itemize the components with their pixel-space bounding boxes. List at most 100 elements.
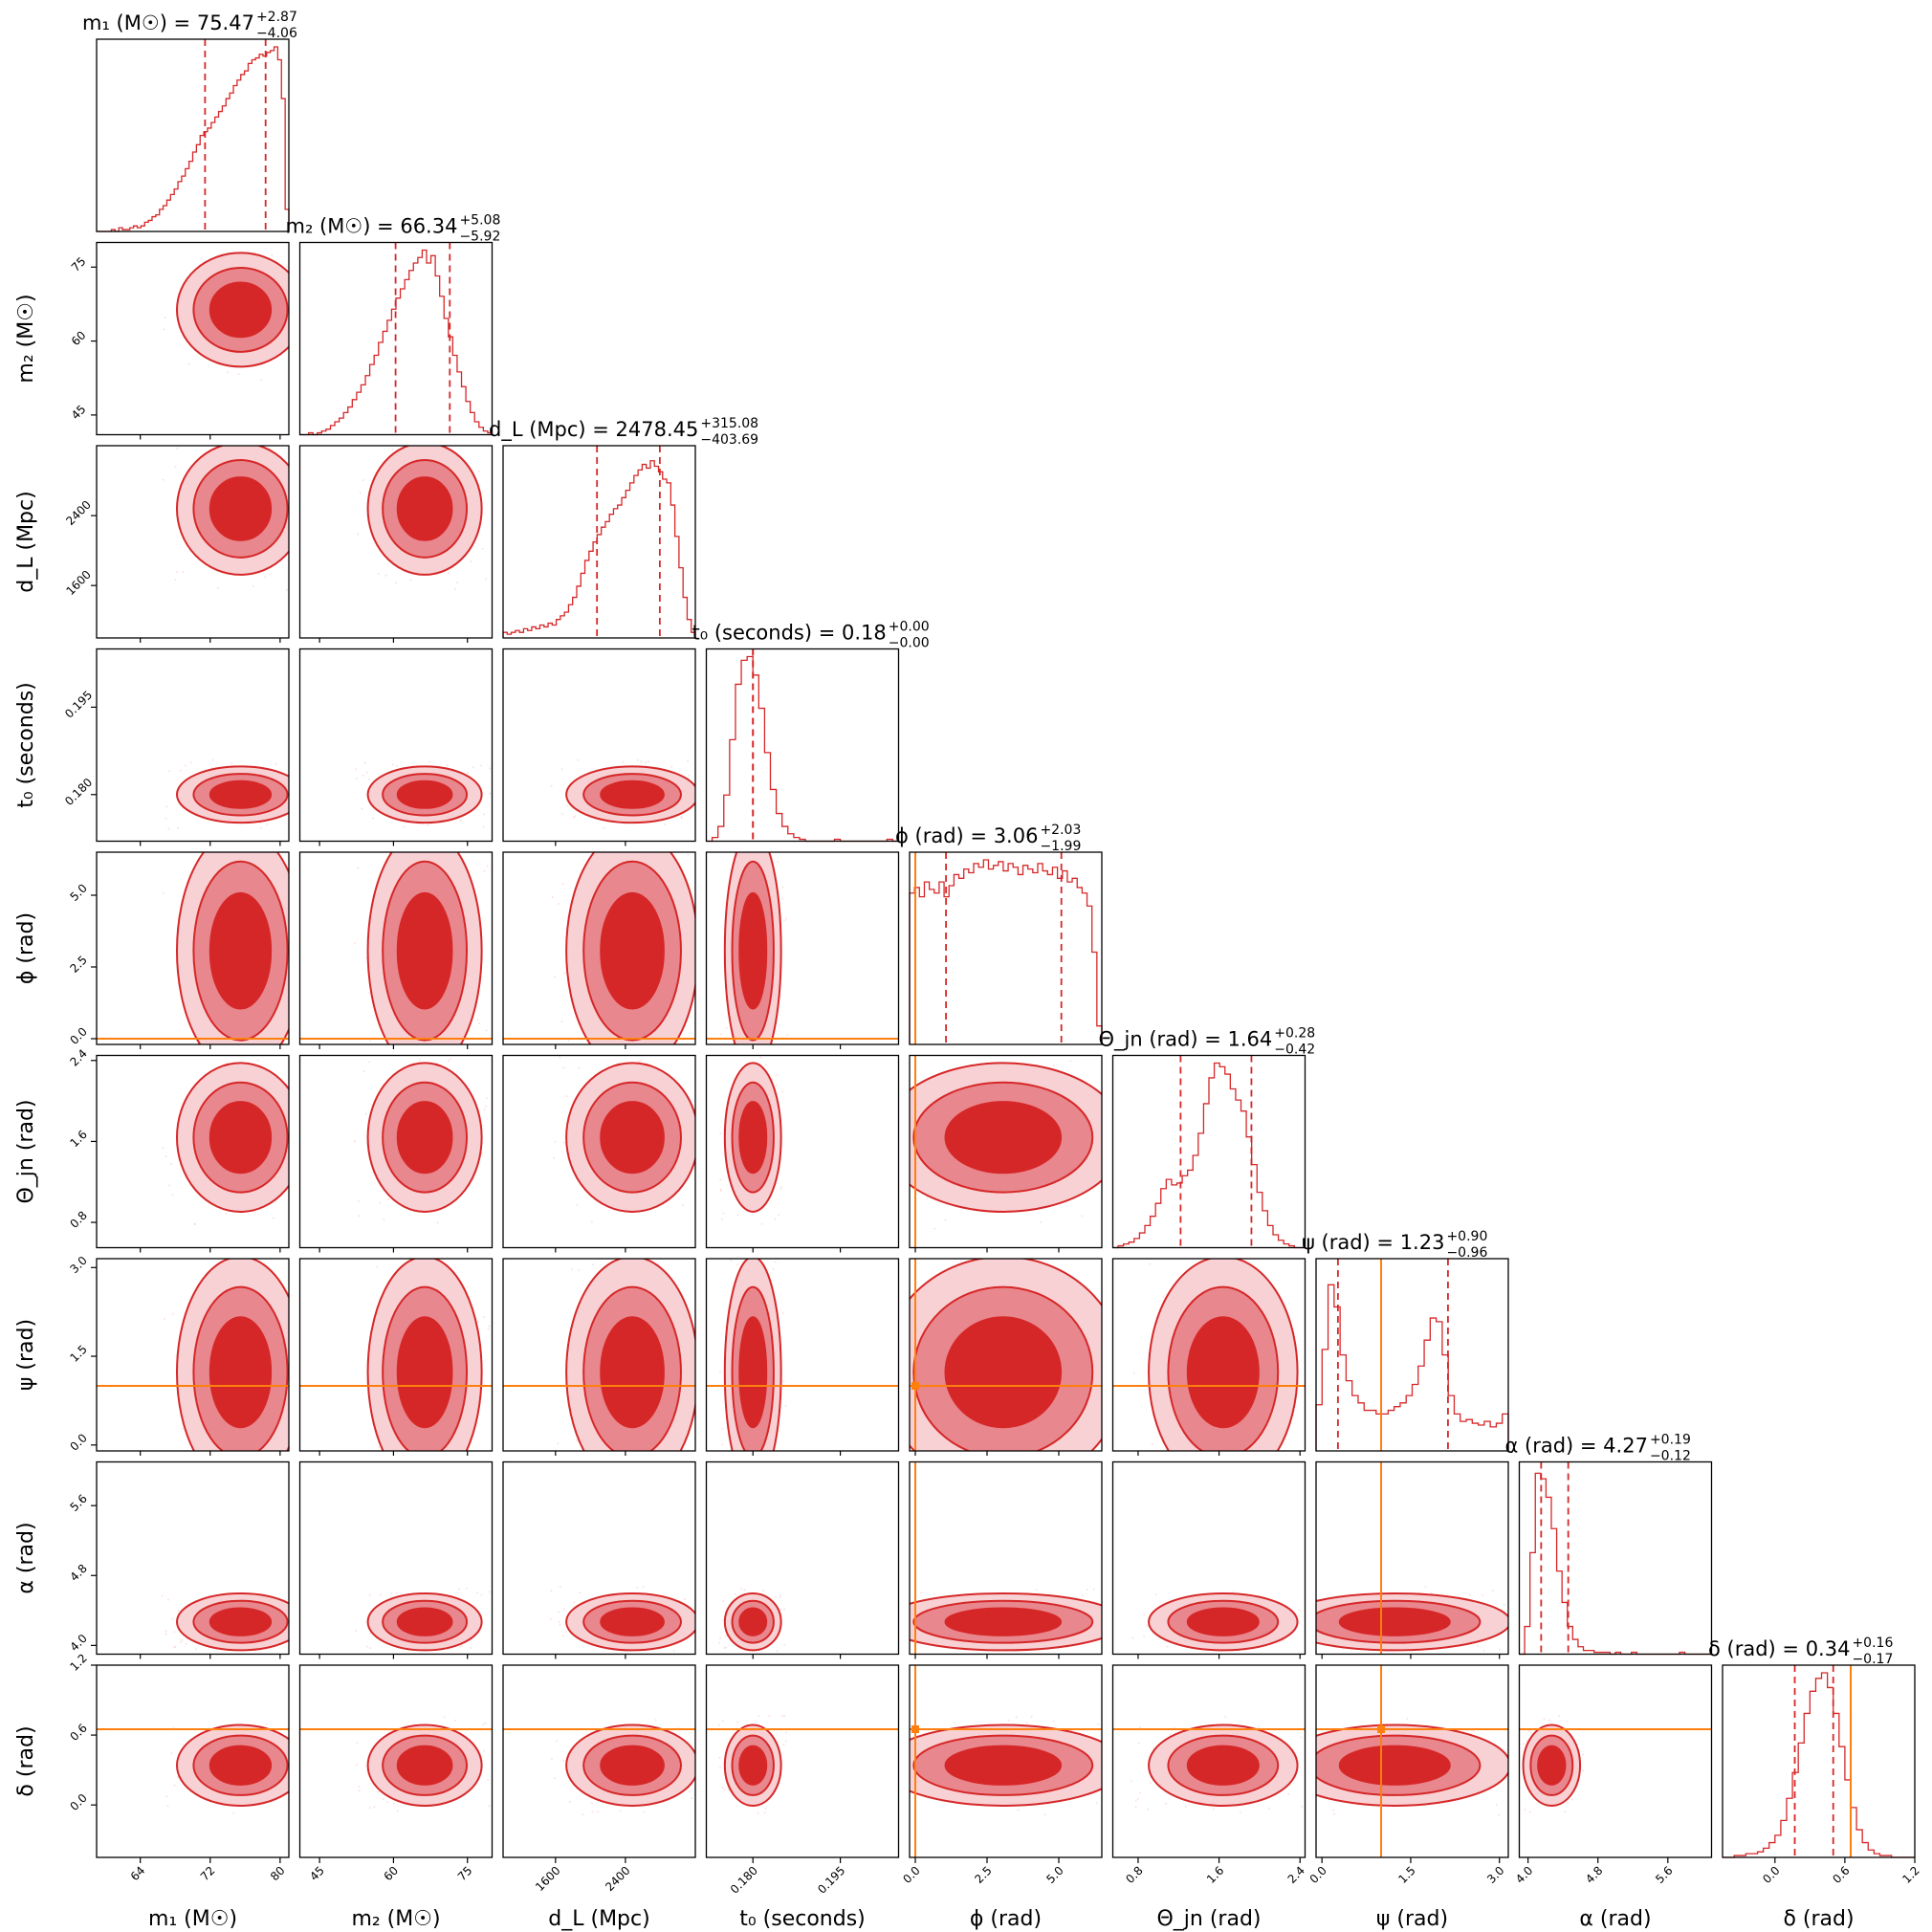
scatter-point xyxy=(954,1722,956,1724)
scatter-point xyxy=(1052,1720,1055,1723)
scatter-point xyxy=(182,1427,185,1430)
title-alpha: α (rad) = 4.27 xyxy=(1505,1435,1648,1458)
histogram-panel-m1 xyxy=(96,38,290,232)
x-tick-label: 60 xyxy=(381,1864,401,1884)
histogram-m2 xyxy=(299,249,494,436)
scatter-point xyxy=(734,1592,736,1595)
scatter-point xyxy=(782,1380,785,1383)
scatter-point xyxy=(259,826,262,829)
scatter-point xyxy=(182,571,185,574)
contour-inner-t0-vs-dL xyxy=(600,779,665,809)
scatter-point xyxy=(551,895,554,898)
contour-inner-theta_jn-vs-t0 xyxy=(738,1101,768,1175)
scatter-point xyxy=(1491,1590,1494,1592)
scatter-point xyxy=(162,478,165,481)
title-err-minus-psi: −0.96 xyxy=(1446,1245,1487,1261)
scatter-point xyxy=(163,1317,165,1320)
scatter-point xyxy=(759,1056,762,1059)
title-err-minus-theta_jn: −0.42 xyxy=(1274,1043,1315,1058)
scatter-point xyxy=(736,1721,739,1723)
scatter-point xyxy=(357,867,360,869)
scatter-point xyxy=(478,1021,481,1024)
x-tick-label: 80 xyxy=(268,1864,288,1884)
scatter-point xyxy=(562,1608,565,1611)
scatter-point xyxy=(362,479,364,482)
scatter-point xyxy=(355,1764,358,1767)
title-delta: δ (rad) = 0.34 xyxy=(1708,1637,1850,1660)
scatter-point xyxy=(369,1632,372,1635)
scatter-point xyxy=(719,1766,722,1768)
scatter-point xyxy=(562,1066,565,1069)
scatter-point xyxy=(592,1263,595,1266)
scatter-point xyxy=(1301,1805,1304,1808)
contour-inner-m2-vs-m1 xyxy=(209,281,273,339)
scatter-point xyxy=(1570,1798,1573,1801)
scatter-point xyxy=(1134,1799,1137,1802)
scatter-point xyxy=(446,764,449,767)
scatter-point xyxy=(757,1714,760,1717)
scatter-point xyxy=(722,1599,725,1602)
x-axis-label-delta: δ (rad) xyxy=(1783,1907,1854,1931)
scatter-point xyxy=(373,1806,376,1809)
scatter-point xyxy=(485,1029,488,1032)
scatter-point xyxy=(173,1631,176,1634)
scatter-point xyxy=(757,1811,759,1814)
scatter-point xyxy=(559,1586,561,1589)
x-axis-label-alpha: α (rad) xyxy=(1579,1907,1651,1931)
scatter-point xyxy=(353,942,356,945)
scatter-point xyxy=(377,1790,380,1793)
scatter-point xyxy=(382,1797,384,1800)
scatter-point xyxy=(559,1056,561,1059)
x-tick-label: 64 xyxy=(128,1864,148,1884)
scatter-point xyxy=(719,1188,722,1191)
title-dL: d_L (Mpc) = 2478.45 xyxy=(489,418,698,442)
scatter-point xyxy=(168,770,171,773)
scatter-point xyxy=(736,1214,739,1217)
scatter-point xyxy=(959,1260,962,1262)
scatter-point xyxy=(285,588,288,591)
scatter-point xyxy=(567,1039,570,1042)
scatter-point xyxy=(764,1807,767,1810)
panel-delta-vs-t0 xyxy=(705,1664,900,1858)
scatter-point xyxy=(489,767,492,770)
scatter-point xyxy=(179,769,182,772)
scatter-point xyxy=(719,1033,722,1036)
histogram-panel-t0 xyxy=(705,648,900,843)
scatter-point xyxy=(1040,1221,1043,1224)
histogram-panel-m2 xyxy=(298,241,494,436)
y-axis-label-psi: ψ (rad) xyxy=(14,1319,38,1391)
scatter-point xyxy=(483,1109,486,1111)
scatter-point xyxy=(483,870,486,873)
y-tick-label: 0.180 xyxy=(62,776,95,808)
scatter-point xyxy=(553,1777,556,1780)
scatter-point xyxy=(926,1197,929,1199)
contour-inner-alpha-vs-m2 xyxy=(396,1607,453,1636)
y-axis-label-alpha: α (rad) xyxy=(14,1522,38,1593)
scatter-point xyxy=(1154,1593,1157,1596)
y-tick-label: 5.0 xyxy=(67,881,89,903)
scatter-point xyxy=(1015,1716,1018,1719)
scatter-point xyxy=(1482,1649,1485,1652)
scatter-point xyxy=(484,1722,487,1724)
x-tick-label: 0.180 xyxy=(728,1864,760,1897)
y-tick-label: 1.6 xyxy=(67,1128,89,1150)
x-tick-label: 1.6 xyxy=(1204,1864,1226,1886)
title-m2: m₂ (M☉) = 66.34 xyxy=(286,215,458,238)
contour-inner-psi-vs-m1 xyxy=(209,1316,273,1429)
scatter-point xyxy=(1282,1639,1284,1642)
y-axis-label-dL: d_L (Mpc) xyxy=(14,491,38,592)
truth-point xyxy=(1377,1725,1386,1733)
scatter-point xyxy=(394,582,397,584)
scatter-point xyxy=(779,1186,782,1189)
panel-phi-vs-t0 xyxy=(705,851,900,1045)
scatter-point xyxy=(760,1222,763,1225)
x-tick-label: 0.0 xyxy=(900,1864,922,1886)
scatter-point xyxy=(743,1589,746,1592)
scatter-point xyxy=(670,765,673,768)
y-tick-label: 75 xyxy=(69,254,89,274)
scatter-point xyxy=(377,1446,380,1449)
title-err-plus-psi: +0.90 xyxy=(1446,1229,1487,1244)
panel-psi-vs-m2 xyxy=(298,1258,494,1452)
contour-inner-psi-vs-phi xyxy=(944,1316,1063,1429)
scatter-point xyxy=(784,1740,787,1743)
